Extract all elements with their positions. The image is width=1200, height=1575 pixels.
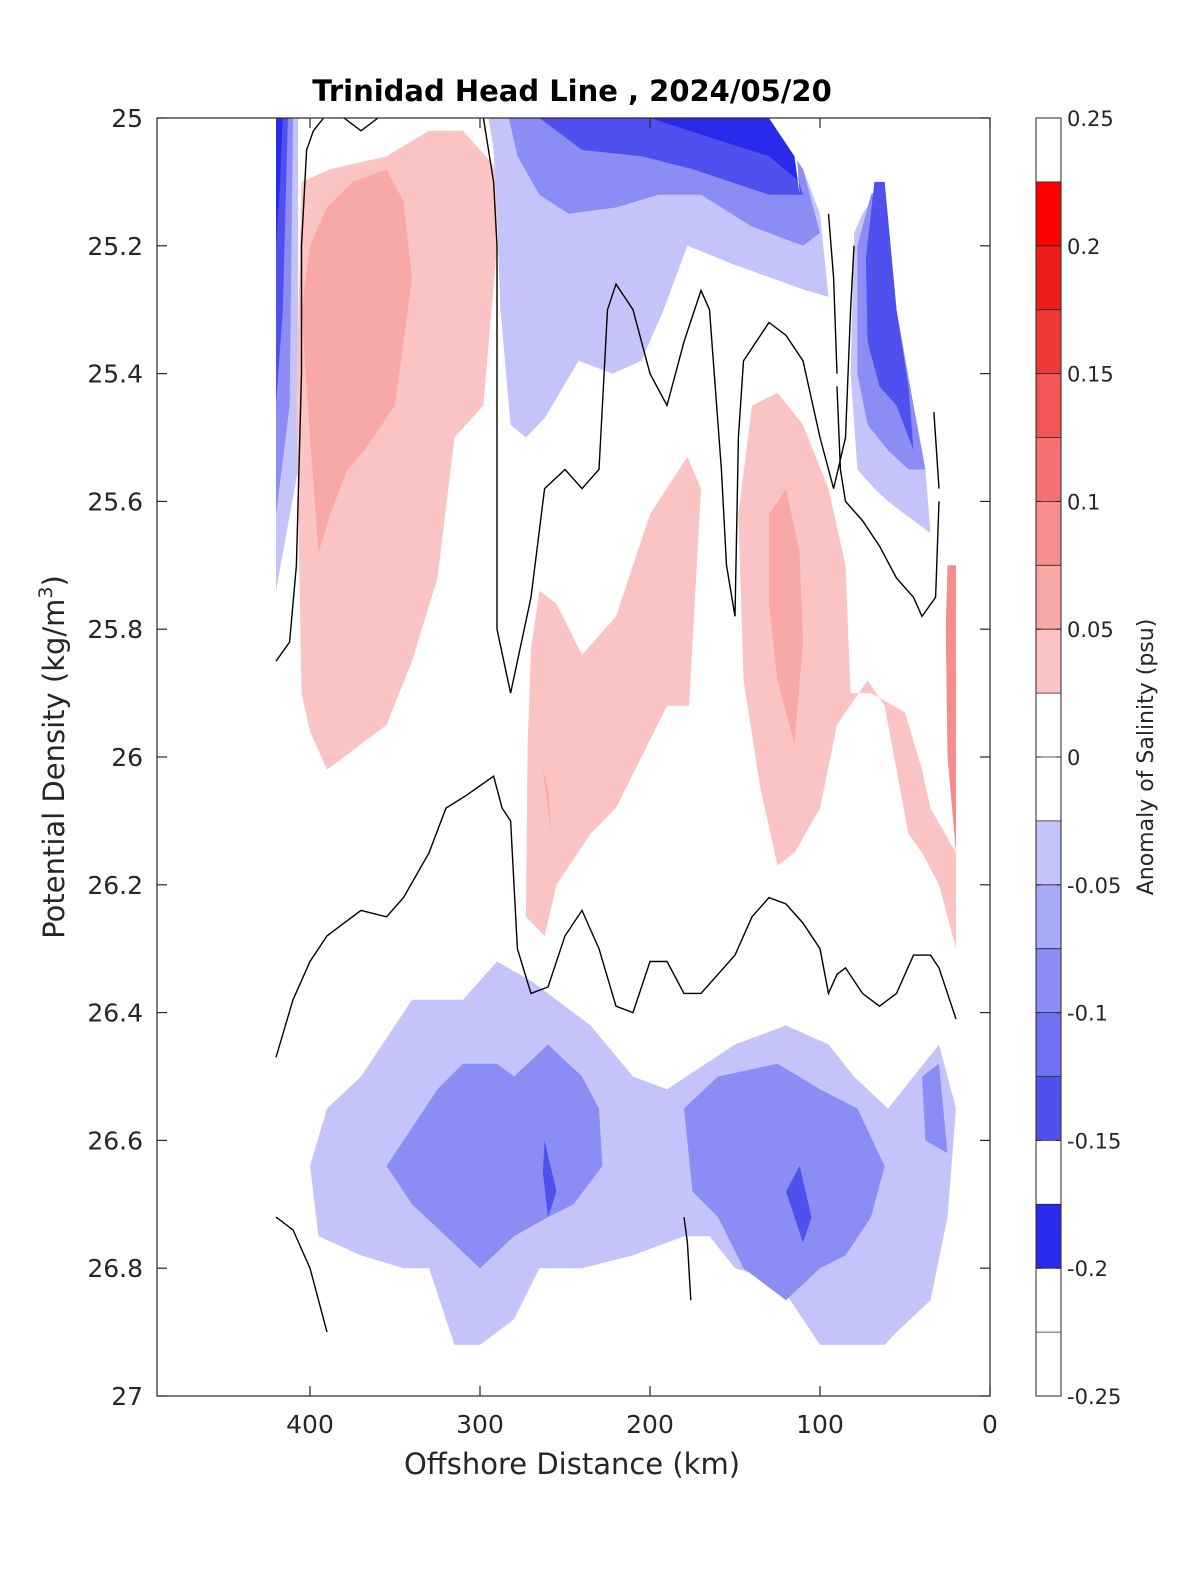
colorbar-band-11	[1036, 820, 1061, 886]
y-tick-label-10: 27	[111, 1382, 143, 1411]
colorbar-tick-label-2: 0.15	[1067, 363, 1114, 387]
x-tick-label-2: 200	[626, 1410, 674, 1439]
colorbar-tick-label-7: -0.1	[1067, 1002, 1108, 1026]
colorbar-tick-label-10: -0.25	[1067, 1385, 1121, 1409]
contour-line-1	[275, 118, 325, 662]
colorbar-band-17	[1036, 1204, 1061, 1269]
y-tick-label-2: 25.4	[87, 360, 143, 389]
y-tick-label-3: 25.6	[87, 487, 143, 516]
contour-region-11	[769, 118, 803, 221]
y-tick-label-4: 25.8	[87, 615, 143, 644]
colorbar-tick-label-5: 0	[1067, 746, 1080, 770]
colorbar-band-9	[1036, 693, 1061, 758]
x-axis-ticks: 400 300 200 100 0	[286, 118, 998, 1439]
colorbar-band-14	[1036, 1012, 1061, 1077]
contour-region-18	[769, 488, 803, 745]
colorbar-tick-label-0: 0.25	[1067, 107, 1114, 131]
contour-line-4	[827, 213, 838, 374]
y-tick-label-1: 25.2	[87, 232, 143, 261]
contour-line-8	[275, 1216, 328, 1333]
colorbar-tick-label-3: 0.1	[1067, 490, 1100, 514]
y-axis-label-close: )	[37, 575, 71, 586]
colorbar-ticks: 0.25 0.2 0.15 0.1 0.05 0 -0.05 -0.1 -0.15 -0.2 -0.…	[1036, 107, 1121, 1409]
contour-region-4	[276, 118, 283, 246]
contour-region-25	[922, 1063, 948, 1154]
y-tick-label-9: 26.8	[87, 1254, 143, 1283]
contour-line-5	[836, 386, 940, 618]
x-axis-label: Offshore Distance (km)	[404, 1447, 740, 1481]
y-axis-label-superscript: 3	[35, 586, 57, 598]
contour-region-10	[650, 118, 800, 182]
colorbar-band-15	[1036, 1076, 1061, 1141]
colorbar-tick-label-8: -0.15	[1067, 1129, 1121, 1153]
y-tick-label-6: 26.2	[87, 871, 143, 900]
contour-line-6	[933, 411, 940, 489]
colorbar-band-16	[1036, 1140, 1061, 1205]
contour-region-19	[945, 565, 956, 853]
x-tick-label-1: 300	[456, 1410, 504, 1439]
contour-region-15	[525, 456, 701, 936]
colorbar-band-10	[1036, 757, 1061, 822]
y-tick-label-5: 26	[111, 743, 143, 772]
colorbar-band-3	[1036, 309, 1061, 375]
colorbar-tick-label-9: -0.2	[1067, 1257, 1108, 1281]
colorbar-band-0	[1036, 118, 1061, 183]
colorbar-band-12	[1036, 884, 1061, 950]
x-tick-label-4: 0	[982, 1410, 998, 1439]
colorbar-band-6	[1036, 501, 1061, 566]
colorbar-band-13	[1036, 948, 1061, 1014]
contour-region-22	[684, 1063, 885, 1301]
x-tick-label-3: 100	[796, 1410, 844, 1439]
contour-region-14	[865, 181, 914, 451]
contour-line-2	[343, 118, 379, 132]
colorbar-band-18	[1036, 1268, 1061, 1333]
contour-region-23	[542, 1140, 557, 1218]
contour-line-7	[275, 775, 957, 1058]
colorbar-band-5	[1036, 437, 1061, 502]
colorbar-band-2	[1036, 245, 1061, 311]
contour-region-24	[786, 1166, 812, 1243]
colorbar-band-7	[1036, 565, 1061, 630]
colorbar-swatches	[1036, 118, 1061, 1397]
colorbar-tick-label-4: 0.05	[1067, 618, 1114, 642]
contour-line-9	[683, 1217, 692, 1301]
colorbar-band-19	[1036, 1332, 1061, 1397]
colorbar-band-8	[1036, 629, 1061, 694]
y-axis-ticks: 25 25.2 25.4 25.6 25.8 26 26.2 26.4 26.6 26.8 27	[87, 104, 990, 1411]
colorbar-label: Anomaly of Salinity (psu)	[1134, 619, 1159, 896]
y-tick-label-7: 26.4	[87, 999, 143, 1028]
contour-region-16	[542, 769, 552, 834]
colorbar-tick-label-1: 0.2	[1067, 235, 1100, 259]
colorbar-tick-label-6: -0.05	[1067, 874, 1121, 898]
y-tick-label-0: 25	[111, 104, 143, 133]
y-axis-label-main: Potential Density (kg/m	[37, 599, 71, 939]
chart-title: Trinidad Head Line , 2024/05/20	[312, 74, 832, 108]
contour-region-6	[301, 169, 412, 553]
y-axis-label: Potential Density (kg/m3)	[35, 575, 71, 939]
contour-line-3	[482, 118, 855, 694]
colorbar-band-1	[1036, 181, 1061, 247]
y-tick-label-8: 26.6	[87, 1126, 143, 1155]
colorbar-band-4	[1036, 373, 1061, 438]
zero-contour-lines	[275, 118, 957, 1333]
filled-contours	[276, 118, 956, 1345]
colorbar: 0.25 0.2 0.15 0.1 0.05 0 -0.05 -0.1 -0.15 -0.2 -0.…	[1035, 107, 1121, 1409]
x-tick-label-0: 400	[286, 1410, 334, 1439]
plot-area: 400 300 200 100 0 25 25.2 25.4 25.6 25.8 26 26.2 26…	[87, 104, 998, 1439]
